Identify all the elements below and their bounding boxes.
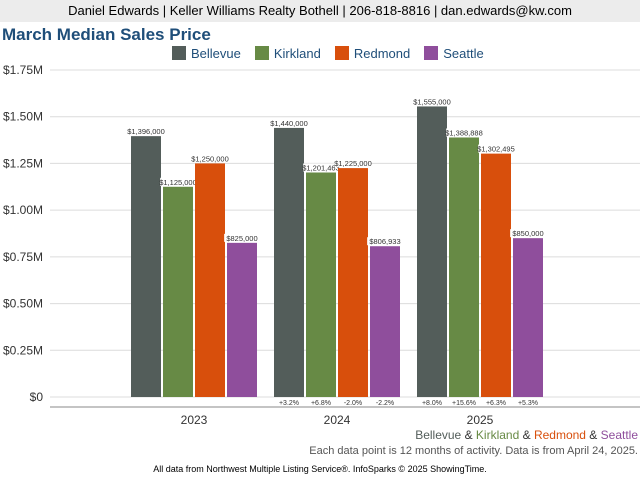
- contact-text: Daniel Edwards | Keller Williams Realty …: [68, 3, 572, 18]
- data-label: $1,388,888: [445, 128, 483, 137]
- pct-change-label: +3.2%: [279, 400, 299, 407]
- data-label: $1,201,463: [302, 163, 340, 172]
- data-label: $1,555,000: [413, 97, 451, 106]
- data-label-bg: [510, 229, 546, 238]
- data-label-bg: [414, 97, 450, 106]
- footer-note: Each data point is 12 months of activity…: [309, 445, 638, 457]
- data-label-bg: [478, 144, 514, 153]
- y-tick-label: $0: [30, 390, 44, 404]
- x-tick-label: 2024: [324, 413, 351, 427]
- data-label: $1,302,495: [477, 145, 515, 154]
- y-tick-label: $0.25M: [3, 343, 43, 357]
- y-tick-label: $1.75M: [3, 63, 43, 77]
- footer-legend-part: &: [519, 428, 534, 442]
- pct-change-label: -2.0%: [344, 400, 362, 407]
- footer-legend-part: Kirkland: [475, 428, 520, 442]
- footer-legend-part: &: [461, 428, 476, 442]
- bar-kirkland-2025: [449, 137, 479, 397]
- y-tick-label: $1.00M: [3, 203, 43, 217]
- data-label-bg: [446, 128, 482, 137]
- footer-legend-part: Redmond: [533, 428, 586, 442]
- data-label: $1,125,000: [159, 178, 197, 187]
- bar-redmond-2025: [481, 153, 511, 397]
- pct-change-label: +15.6%: [452, 400, 476, 407]
- legend-label: Redmond: [353, 45, 411, 61]
- legend-swatch: [172, 46, 186, 60]
- data-label-bg: [367, 237, 403, 246]
- bar-chart: $0 $0.25M $0.50M $0.75M $1.00M $1.25M $1.50M $1…: [3, 63, 640, 427]
- y-tick-label: $1.50M: [3, 110, 43, 124]
- data-label-bg: [271, 118, 307, 127]
- bar-redmond-2023: [195, 163, 225, 397]
- y-tick-label: $0.50M: [3, 297, 43, 311]
- pct-change-label: +6.8%: [311, 400, 331, 407]
- footer-legend-part: &: [585, 428, 601, 442]
- legend-label: Seattle: [443, 45, 484, 61]
- data-label: $806,933: [369, 237, 400, 246]
- bar-kirkland-2024: [306, 172, 336, 397]
- bar-kirkland-2023: [163, 186, 193, 397]
- footer-legend-part: Seattle: [600, 428, 638, 442]
- pct-change-label: +5.3%: [518, 400, 538, 407]
- bar-seattle-2023: [227, 242, 257, 397]
- chart-legend: Bellevue Kirkland Redmond Seattle: [172, 45, 498, 61]
- pct-change-label: -2.2%: [376, 400, 394, 407]
- data-label-bg: [192, 154, 228, 163]
- data-label: $850,000: [512, 229, 543, 238]
- bar-bellevue-2025: [417, 106, 447, 398]
- pct-change-label: +6.3%: [486, 400, 506, 407]
- footer-legend-part: Bellevue: [415, 428, 462, 442]
- data-label: $1,440,000: [270, 119, 308, 128]
- legend-swatch: [424, 46, 439, 60]
- data-label-bg: [303, 163, 339, 172]
- bar-bellevue-2023: [131, 136, 161, 397]
- bar-seattle-2024: [370, 246, 400, 397]
- data-label-bg: [128, 127, 164, 136]
- footer-source: All data from Northwest Multiple Listing…: [153, 464, 487, 474]
- data-label-bg: [224, 233, 260, 242]
- bar-bellevue-2024: [274, 127, 304, 397]
- data-label: $825,000: [226, 234, 257, 243]
- contact-banner: Daniel Edwards | Keller Williams Realty …: [0, 0, 640, 22]
- legend-item-redmond: Redmond: [334, 45, 411, 61]
- y-tick-label: $0.75M: [3, 250, 43, 264]
- data-label-bg: [160, 177, 196, 186]
- data-label: $1,250,000: [191, 154, 229, 163]
- data-label: $1,225,000: [334, 159, 372, 168]
- chart-title: March Median Sales Price: [2, 25, 211, 44]
- data-label-bg: [335, 159, 371, 168]
- pct-change-label: +8.0%: [422, 400, 442, 407]
- footer-legend: Bellevue & Kirkland & Redmond & Seattle: [415, 428, 638, 442]
- x-tick-label: 2023: [181, 413, 208, 427]
- y-tick-label: $1.25M: [3, 156, 43, 170]
- data-label: $1,396,000: [127, 127, 165, 136]
- legend-swatch: [254, 46, 269, 60]
- legend-label: Kirkland: [273, 45, 321, 61]
- legend-label: Bellevue: [191, 45, 241, 61]
- legend-item-kirkland: Kirkland: [254, 45, 321, 61]
- legend-item-seattle: Seattle: [424, 45, 484, 61]
- bar-redmond-2024: [338, 168, 368, 397]
- bar-seattle-2025: [513, 238, 543, 397]
- x-tick-label: 2025: [467, 413, 494, 427]
- legend-item-bellevue: Bellevue: [172, 46, 241, 61]
- legend-swatch: [334, 46, 349, 60]
